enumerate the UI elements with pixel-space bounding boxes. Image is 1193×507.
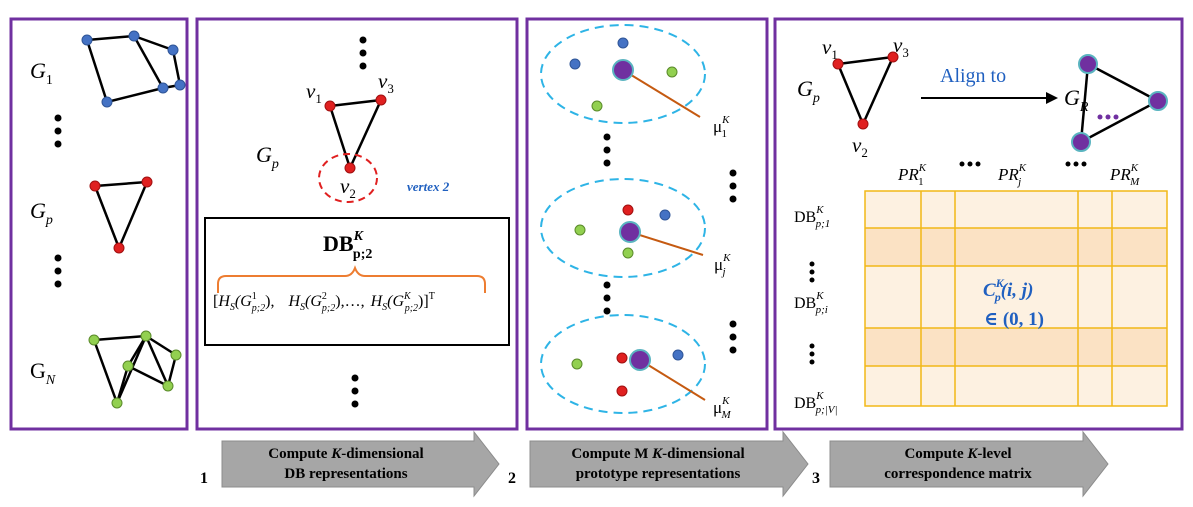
step-label-line1: Compute K-dimensional: [268, 446, 423, 462]
prototype-center: [612, 59, 634, 81]
label-v2: v2: [340, 174, 356, 201]
graph-node: [81, 34, 93, 46]
col-header-pr1: PRK 1: [897, 162, 927, 188]
vertical-ellipsis: [54, 114, 62, 148]
panel-prototypes: [525, 17, 769, 431]
graph-node: [344, 162, 356, 174]
graph-node: [101, 96, 113, 108]
correspondence-matrix: [864, 190, 1168, 407]
label-v1: v1: [306, 79, 322, 106]
db-formula: [HS(G1 p;2), HS(G2 p;2),…, HS(GK p;2)]T: [213, 291, 435, 314]
step-number: 3: [812, 470, 820, 487]
prototype-center: [619, 221, 641, 243]
prototype-node: [1148, 91, 1168, 111]
vertical-ellipsis: [809, 343, 815, 365]
align-label: Align to: [940, 65, 1006, 87]
horizontal-ellipsis: [959, 161, 981, 167]
vertical-ellipsis: [603, 133, 737, 203]
graph-node: [167, 44, 179, 56]
graph-node: [122, 360, 134, 372]
graph-node: [324, 100, 336, 112]
label-gp-panel4: Gp: [797, 76, 820, 106]
matrix-cell-label: CK p(i, j): [983, 276, 1033, 304]
panel-graphs: [9, 17, 189, 431]
graph-node: [887, 51, 899, 63]
graph-node: [157, 82, 169, 94]
align-arrow: [921, 92, 1058, 104]
graph-node: [162, 380, 174, 392]
col-header-prj: PRK j: [997, 162, 1027, 188]
graph-gn: [88, 330, 182, 409]
label-v1-panel4: v1: [822, 35, 838, 62]
prototype-cluster-j: [540, 178, 706, 278]
vertex-label: vertex 2: [407, 179, 450, 194]
label-v2-panel4: v2: [852, 133, 868, 160]
col-header-prm: PRK M: [1109, 162, 1140, 188]
label-muj: μK j: [714, 252, 731, 278]
step-number: 2: [508, 470, 516, 487]
step-arrow-3: 3 Compute K-level correspondence matrix: [812, 430, 1109, 498]
label-mum: μK M: [713, 395, 731, 421]
graph-node: [140, 330, 152, 342]
prototype-node: [1071, 132, 1091, 152]
label-v3-panel4: v3: [893, 33, 909, 60]
graph-node: [89, 180, 101, 192]
graph-node: [128, 30, 140, 42]
prototype-center: [629, 349, 651, 371]
label-v3: v3: [378, 69, 394, 96]
prototype-node: [1078, 54, 1098, 74]
graph-node: [832, 58, 844, 70]
vertical-ellipsis: [54, 254, 62, 288]
graph-node: [857, 118, 869, 130]
graph-node: [111, 397, 123, 409]
graph-node: [88, 334, 100, 346]
panel-db-representation: [195, 17, 519, 431]
panel-correspondence: [773, 17, 1184, 431]
label-g1: G1: [30, 58, 53, 88]
graph-node: [375, 94, 387, 106]
graph-gp: [89, 176, 153, 254]
graph-node: [141, 176, 153, 188]
graph-gr: [1071, 54, 1168, 152]
graph-node: [170, 349, 182, 361]
vertex-highlight-ellipse: [318, 153, 378, 203]
matrix-range-label: ∈ (0, 1): [984, 309, 1044, 330]
label-mu1: μK 1: [713, 114, 730, 140]
row-header-db1: DBK p;1: [794, 204, 830, 230]
db-representation-box: [204, 217, 510, 346]
db-title: DBK p;2: [323, 229, 372, 262]
vertical-ellipsis: [809, 261, 815, 283]
graph-gp-panel4: [832, 51, 899, 130]
row-header-dbv: DBK p;|V|: [794, 390, 838, 416]
graph-gp-panel2: [324, 94, 387, 174]
brace: [217, 265, 486, 293]
graph-node: [174, 79, 186, 91]
row-header-dbi: DBK p;i: [794, 290, 828, 316]
graph-g1: [81, 30, 186, 108]
vertical-ellipsis: [359, 36, 367, 70]
vertical-ellipsis: [603, 281, 737, 354]
step-label-line1: Compute K-level: [904, 446, 1011, 462]
step-arrow-2: 2 Compute M K-dimensional prototype repr…: [508, 430, 809, 498]
step-label-line2: correspondence matrix: [884, 466, 1032, 482]
step-label-line2: DB representations: [284, 466, 407, 482]
step-label-line2: prototype representations: [576, 466, 741, 482]
prototype-cluster-m: [540, 314, 706, 414]
step-number: 1: [200, 470, 208, 487]
label-gn: GN: [30, 358, 56, 388]
label-gp-panel2: Gp: [256, 142, 279, 172]
label-gp: Gp: [30, 198, 53, 228]
vertical-ellipsis: [351, 374, 359, 408]
prototype-cluster-1: [540, 24, 706, 124]
graph-node: [113, 242, 125, 254]
step-arrow-1: 1 Compute K-dimensional DB representatio…: [200, 430, 500, 498]
horizontal-ellipsis: [1065, 161, 1087, 167]
step-label-line1: Compute M K-dimensional: [571, 446, 744, 462]
